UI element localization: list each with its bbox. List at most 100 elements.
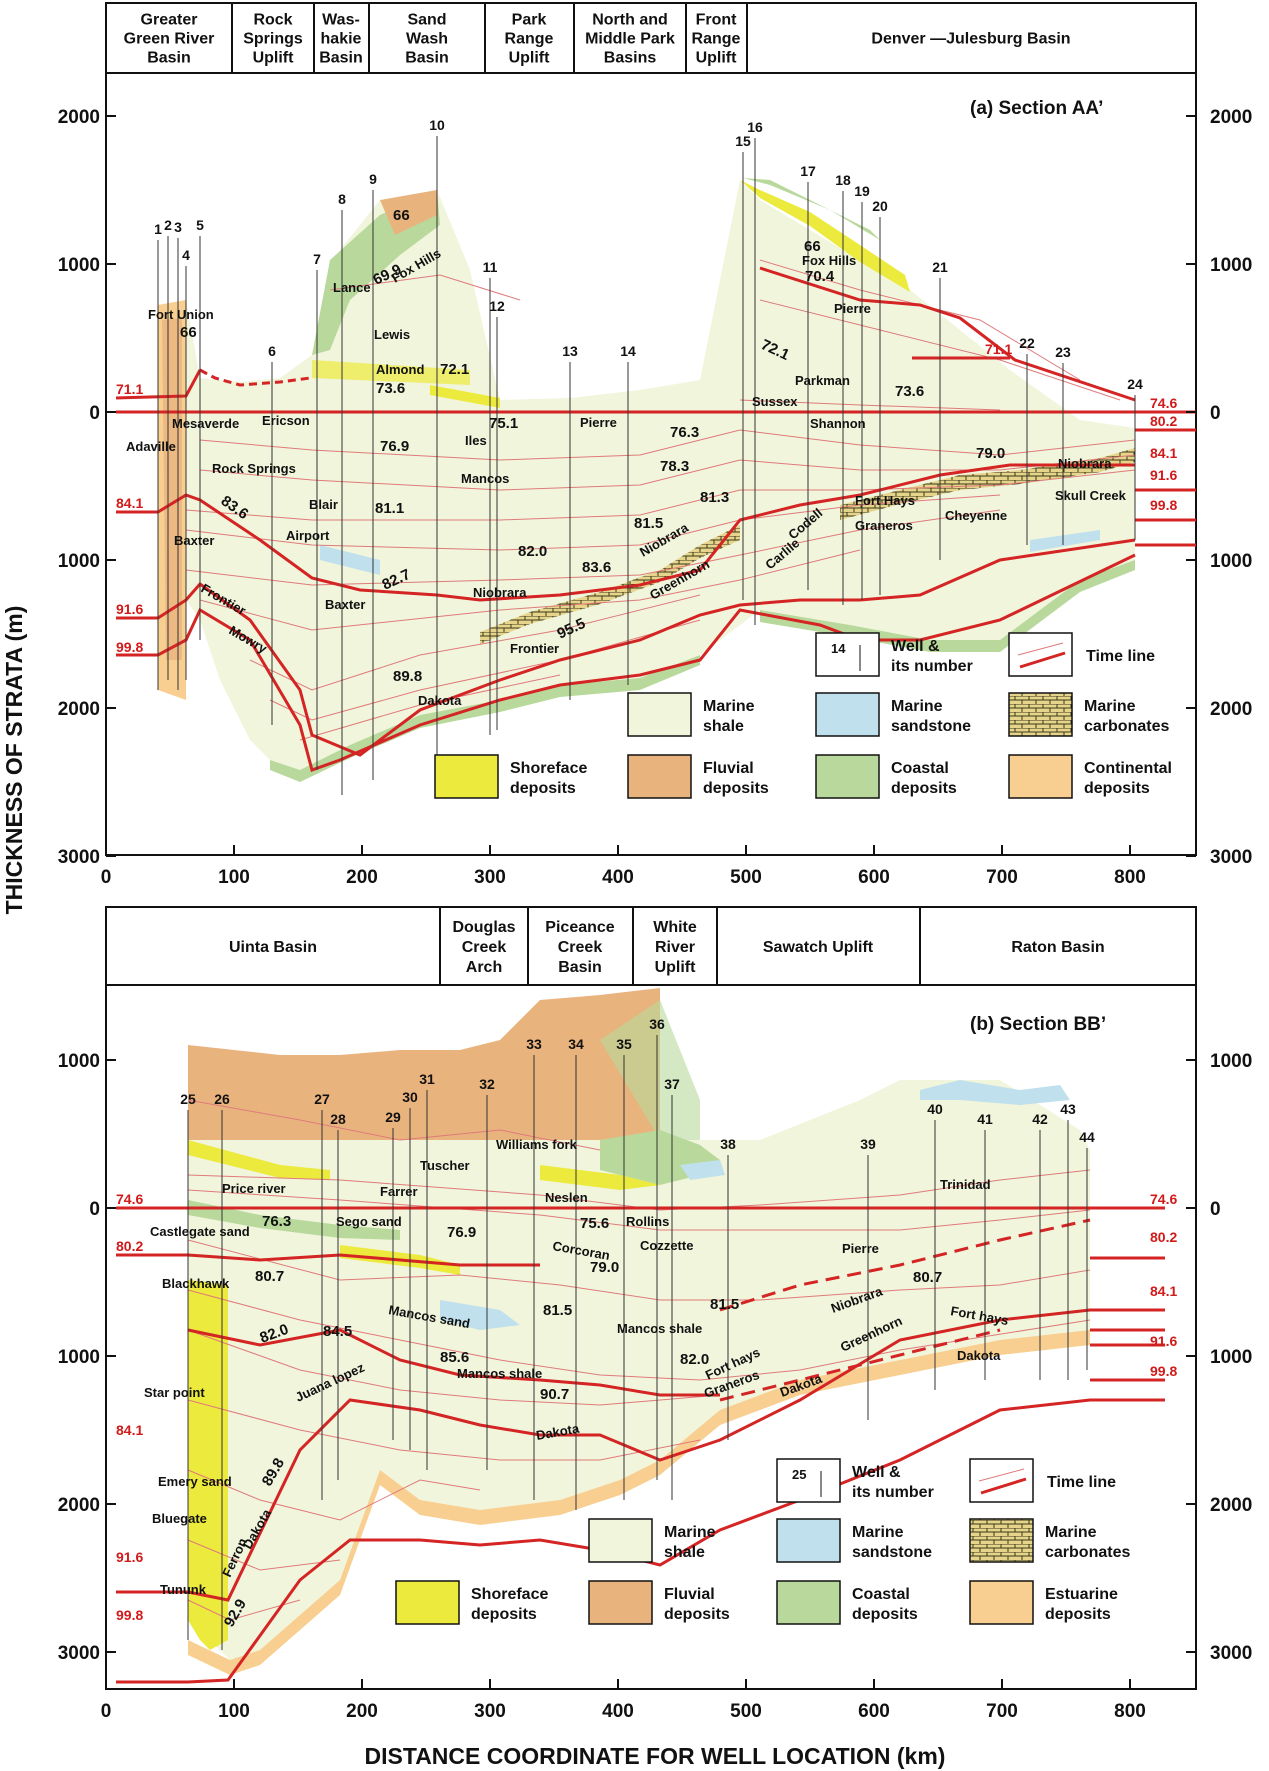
y-tick-label: 1000 [58,255,100,276]
time-label-left: 99.8 [116,639,143,655]
y-tick-label: 1000 [1210,551,1252,572]
basin-label: Denver —Julesburg Basin [871,31,1070,48]
time-label-left: 84.1 [116,495,143,511]
basin-label: Raton Basin [1011,939,1104,956]
formation-label: Star point [144,1385,205,1400]
formation-label: Dakota [418,693,462,708]
basin-label: Range [505,31,554,48]
legend-well-number: 14 [831,641,846,656]
age-label: 66 [180,324,197,341]
y-tick-label: 3000 [1210,847,1252,868]
y-tick-label: 0 [89,403,100,424]
well-number: 20 [872,198,888,214]
formation-label: Price river [222,1181,286,1196]
formation-label: Tuscher [420,1158,470,1173]
y-axis-title: THICKNESS OF STRATA (m) [1,606,27,915]
panel-a-title: (a) Section AA’ [970,98,1103,119]
formation-label: Pierre [834,301,871,316]
age-label: 80.7 [913,1269,942,1286]
age-label: 76.9 [447,1224,476,1241]
time-label-right: 74.6 [1150,1191,1177,1207]
basin-label: Sand [407,12,446,29]
x-tick-label: 100 [218,1701,250,1722]
basin-label: Rock [253,12,292,29]
well-number: 34 [568,1036,584,1052]
well-number: 1 [154,221,162,237]
basin-label: Piceance [545,919,614,936]
age-label: 66 [393,207,410,224]
legend-swatch-marine-carbonates [1008,692,1073,737]
basin-label: Front [696,12,738,29]
time-label-right: 80.2 [1150,413,1177,429]
legend-swatch-shoreface [395,1580,460,1625]
legend-well-label: its number [891,658,973,675]
y-tick-label: 2000 [58,107,100,128]
x-tick-label: 400 [602,867,634,888]
formation-label: Fort Hays [855,493,915,508]
age-label: 85.6 [440,1349,469,1366]
well-number: 9 [369,171,377,187]
age-label: 76.3 [262,1213,291,1230]
basin-label: Creek [462,939,507,956]
y-tick-label: 1000 [1210,1347,1252,1368]
legend-label: Coastal [852,1586,910,1603]
well-number: 44 [1079,1129,1095,1145]
basin-label: Uplift [655,959,697,976]
y-tick-label: 1000 [1210,255,1252,276]
formation-label: Williams fork [496,1137,578,1152]
formation-label: Almond [376,362,424,377]
legend-label: Marine [1084,698,1136,715]
well-number: 21 [932,259,948,275]
time-label-right: 84.1 [1150,445,1177,461]
time-label-left: 80.2 [116,1238,143,1254]
formation-label: Sussex [752,394,798,409]
legend-label: Coastal [891,760,949,777]
legend-label: Fluvial [664,1586,715,1603]
basin-label: Uplift [509,50,551,67]
time-label-right: 80.2 [1150,1229,1177,1245]
well-number: 8 [338,191,346,207]
well-number: 35 [616,1036,632,1052]
formation-label: Baxter [174,533,214,548]
well-number: 12 [489,298,505,314]
age-label: 78.3 [660,458,689,475]
age-label: 83.6 [582,559,611,576]
legend-label: sandstone [891,718,971,735]
age-label: 73.6 [376,380,405,397]
basin-label: White [653,919,697,936]
formation-label: Parkman [795,373,850,388]
panel-b: Uinta Basin Douglas Creek Arch Piceance Creek… [58,906,1252,1722]
well-number: 32 [479,1076,495,1092]
legend-label: deposits [703,780,769,797]
well-number: 29 [385,1109,401,1125]
y-tick-label: 3000 [58,1643,100,1664]
legend-swatch-marine-shale [588,1518,653,1563]
time-label-left: 91.6 [116,1549,143,1565]
well-number: 41 [977,1111,993,1127]
legend-thin-timeline [978,1468,1025,1482]
age-label: 89.8 [393,668,422,685]
legend-label: shale [703,718,744,735]
panel-a-facies-fills [158,178,1135,782]
formation-label: Emery sand [158,1474,232,1489]
age-label: 73.6 [895,383,924,400]
basin-label: Basins [604,50,657,67]
panel-b-time-labels: 74.6 80.2 84.1 91.6 99.8 74.6 80.2 84.1 91.6 99.8 [116,1191,1177,1623]
y-tick-label: 2000 [1210,1495,1252,1516]
formation-label: Skull Creek [1055,488,1127,503]
x-tick-label: 200 [346,1701,378,1722]
basin-label: North and [592,12,668,29]
y-tick-label: 3000 [1210,1643,1252,1664]
panel-b-bold-timelines [116,1206,1165,1684]
age-label: 82.0 [518,543,547,560]
age-label: 76.3 [670,424,699,441]
x-tick-label: 500 [730,1701,762,1722]
legend-label: Marine [852,1524,904,1541]
age-label: 79.0 [590,1259,619,1276]
well-number: 5 [196,217,204,233]
legend-bold-timeline [980,1477,1027,1495]
legend-well-box [815,632,880,677]
panel-a-thin-timelines [185,259,1136,741]
